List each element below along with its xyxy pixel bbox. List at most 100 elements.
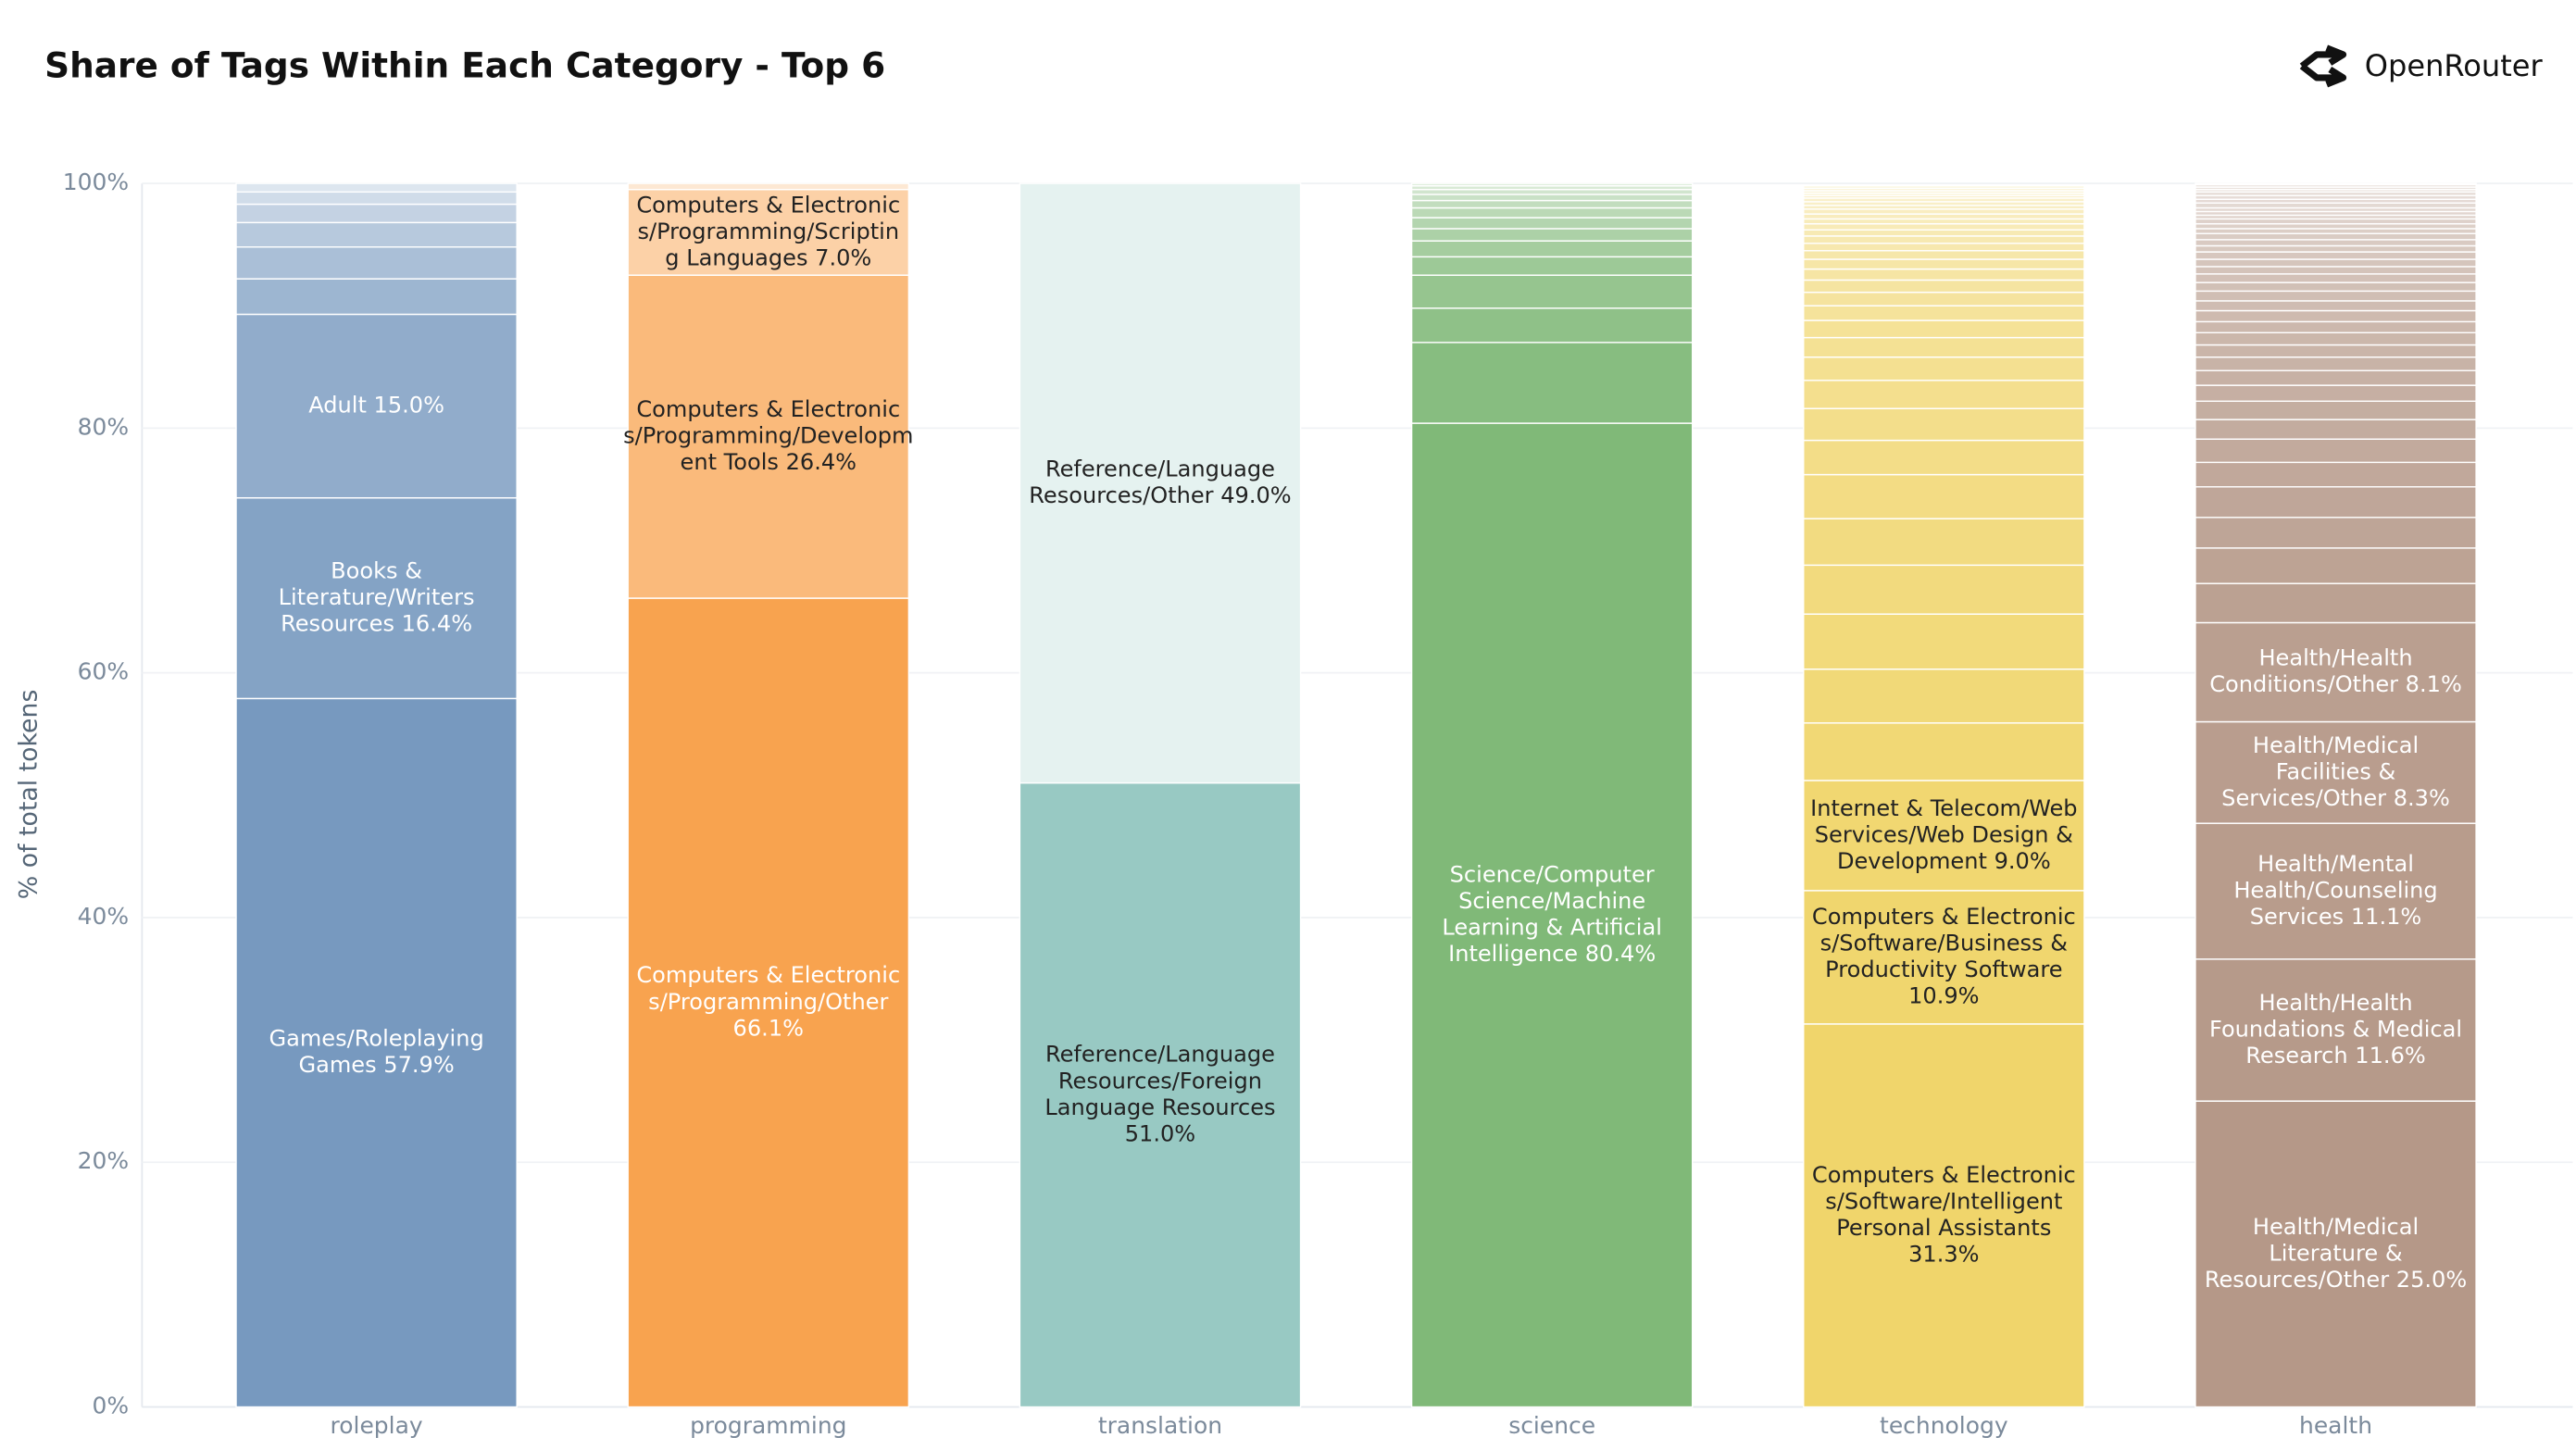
bar-segment <box>1803 439 2085 476</box>
bar-segment <box>2195 486 2477 519</box>
bar-segment <box>1803 518 2085 567</box>
segment-label: Science/Computer Science/Machine Learning … <box>1442 861 1662 967</box>
bar-segment <box>1803 222 2085 231</box>
segment-label: Health/Health Conditions/Other 8.1% <box>2209 645 2462 698</box>
bar-segment <box>1410 199 1694 209</box>
bar-segment <box>1410 274 1694 309</box>
bar-segment <box>2195 384 2477 402</box>
bar-segment <box>235 221 518 248</box>
bar-segment <box>235 182 518 194</box>
bar-segment <box>1019 182 1302 784</box>
bar-segment <box>1803 722 2085 781</box>
bar-segment <box>1803 319 2085 339</box>
bar-segment <box>1803 890 2085 1025</box>
bar-segment <box>1410 182 1694 187</box>
bar-segment <box>235 246 518 280</box>
bar-segment <box>2195 266 2477 275</box>
bar-segment <box>2195 222 2477 230</box>
bar-segment <box>2195 251 2477 260</box>
bar-segment <box>2195 281 2477 293</box>
bar-segment <box>1803 305 2085 321</box>
bar-segment <box>1803 613 2085 670</box>
bar-segment <box>2195 202 2477 209</box>
bar-segment <box>1803 229 2085 237</box>
bar-segment <box>1803 356 2085 381</box>
brand-name: OpenRouter <box>2365 48 2544 83</box>
segment-label: Health/Medical Literature & Resources/Othe… <box>2205 1214 2467 1293</box>
bar-segment <box>235 313 518 499</box>
bar-segment <box>2195 400 2477 420</box>
bar-segment <box>1803 407 2085 442</box>
x-tick-label: health <box>2299 1412 2372 1439</box>
segment-label: Health/Health Foundations & Medical Resear… <box>2209 990 2462 1069</box>
bar-segment <box>235 191 518 206</box>
bar-segment <box>1803 473 2085 519</box>
segment-label: Books & Literature/Writers Resources 16.4% <box>279 558 475 637</box>
bar-segment <box>1803 258 2085 270</box>
bar-segment <box>1803 218 2085 225</box>
bar-segment <box>2195 309 2477 323</box>
x-tick-label: translation <box>1098 1412 1222 1439</box>
segment-label: Reference/Language Resources/Foreign Langu… <box>1044 1042 1275 1147</box>
y-axis-label: % of total tokens <box>15 690 44 900</box>
bar-segment <box>1019 781 1302 1408</box>
bar-segment <box>2195 582 2477 624</box>
bar-segment <box>2195 369 2477 386</box>
bar-segment <box>235 278 518 316</box>
y-tick-label: 40% <box>78 903 129 930</box>
bar-segment <box>1410 217 1694 230</box>
bar-segment <box>2195 822 2477 960</box>
bar-segment <box>2195 300 2477 312</box>
y-tick-label: 20% <box>78 1147 129 1174</box>
bar-segment <box>627 274 910 599</box>
bar-segment <box>2195 438 2477 464</box>
bar-segment <box>1410 206 1694 219</box>
segment-label: Computers & Electronic s/Software/Intelli… <box>1812 1162 2076 1268</box>
bar-segment <box>1410 256 1694 276</box>
bar-segment <box>627 188 910 276</box>
bar-segment <box>2195 461 2477 488</box>
bar-segment <box>1410 228 1694 242</box>
bar-segment <box>2195 232 2477 241</box>
segment-label: Reference/Language Resources/Other 49.0% <box>1029 456 1291 509</box>
bar-segment <box>2195 258 2477 268</box>
bar-segment <box>627 182 910 191</box>
bar-segment <box>1803 1023 2085 1408</box>
bar-segment <box>2195 517 2477 549</box>
bar-segment <box>2195 228 2477 234</box>
segment-label: Health/Mental Health/Counseling Services 1… <box>2233 851 2437 930</box>
y-tick-label: 100% <box>63 169 129 195</box>
bar-segment <box>2195 958 2477 1102</box>
bar-segment <box>1803 291 2085 306</box>
bar-segment <box>1410 307 1694 344</box>
segment-label: Games/Roleplaying Games 57.9% <box>269 1026 483 1079</box>
bar-segment <box>2195 419 2477 440</box>
bar-segment <box>1803 243 2085 252</box>
segment-label: Computers & Electronic s/Programming/Deve… <box>623 396 913 475</box>
brand-logo: OpenRouter <box>2299 44 2544 88</box>
x-tick-label: roleplay <box>331 1412 423 1439</box>
bar-segment <box>2195 218 2477 225</box>
bar-segment <box>1803 668 2085 724</box>
bar-segment <box>1803 780 2085 892</box>
bar-segment <box>1410 240 1694 258</box>
x-tick-label: science <box>1508 1412 1595 1439</box>
segment-label: Internet & Telecom/Web Services/Web Desig… <box>1810 795 2077 874</box>
bar-segment <box>1410 422 1694 1408</box>
bar-segment <box>2195 344 2477 358</box>
chart-title: Share of Tags Within Each Category - Top… <box>44 45 885 86</box>
bar-segment <box>2195 239 2477 247</box>
bar-segment <box>1410 194 1694 202</box>
bar-segment <box>2195 331 2477 346</box>
y-tick-label: 80% <box>78 413 129 440</box>
bar-segment <box>235 496 518 700</box>
bar-segment <box>2195 182 2477 186</box>
segment-label: Computers & Electronic s/Programming/Othe… <box>636 962 900 1041</box>
segment-label: Computers & Electronic s/Programming/Scri… <box>636 192 900 270</box>
bar-segment <box>2195 547 2477 584</box>
bar-segment <box>1803 279 2085 294</box>
bar-segment <box>1803 380 2085 409</box>
y-tick-label: 60% <box>78 658 129 685</box>
